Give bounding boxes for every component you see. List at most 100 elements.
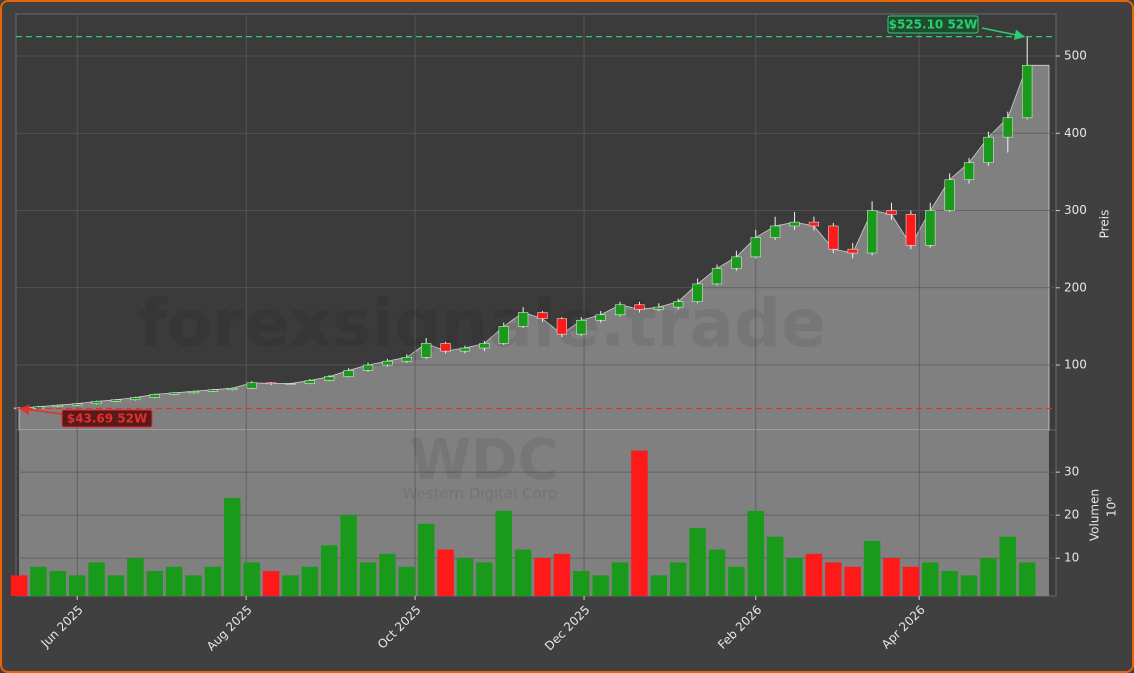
volume-bar (922, 562, 939, 596)
volume-bar (534, 558, 551, 596)
candle-body (789, 221, 800, 227)
volume-bar (49, 571, 67, 596)
volume-bar (553, 553, 571, 596)
volume-bar (611, 562, 629, 596)
candle-body (421, 343, 432, 358)
volume-bar (573, 571, 590, 596)
volume-bar (1018, 562, 1036, 596)
candle-body (595, 314, 606, 321)
volume-bar (68, 575, 86, 596)
volume-bar (340, 515, 357, 596)
candle-body (304, 380, 315, 384)
candle-body (634, 304, 645, 310)
candle-body (285, 383, 296, 385)
candle-body (731, 256, 742, 269)
candle-body (886, 210, 897, 215)
volume-bar (631, 450, 648, 596)
volume-bar (863, 540, 881, 596)
y-tick-label: 300 (1064, 203, 1087, 217)
candle-body (537, 312, 548, 319)
annotation-box (887, 15, 979, 34)
volume-bar (825, 562, 842, 596)
y-offset-label: 10⁶ (1105, 497, 1119, 517)
candle-body (91, 401, 102, 404)
candle-body (556, 318, 567, 335)
annotation: $43.69 52W (19, 404, 153, 428)
volume-bar (204, 566, 222, 596)
candle-body (324, 376, 335, 381)
candle-body (479, 343, 490, 349)
candle-body (110, 399, 122, 402)
watermark-symbol: WDC (409, 428, 558, 493)
candle-body (52, 404, 63, 407)
candle-body (983, 136, 994, 163)
candle-body (576, 319, 587, 335)
candle-body (847, 248, 858, 254)
volume-bar (514, 549, 532, 596)
volume-bar (747, 510, 765, 596)
candle-body (692, 283, 703, 302)
annotation-arrow (981, 27, 1026, 40)
volume-bar (282, 575, 299, 596)
candle-body (130, 397, 141, 401)
y-tick-label: 10 (1064, 551, 1079, 565)
candle-body (440, 343, 451, 352)
volume-bar (321, 545, 338, 596)
candle-body (808, 221, 820, 227)
candle-body (72, 403, 83, 406)
volume-bar (689, 528, 706, 596)
y-tick-label: 20 (1064, 508, 1079, 522)
annotation: $525.10 52W (887, 15, 1026, 40)
volume-bar (379, 553, 396, 596)
annotation-label: $525.10 52W (889, 18, 978, 32)
volume-bar (728, 566, 745, 596)
x-tick-label: Jun 2025 (38, 603, 86, 651)
volume-bar (883, 558, 900, 596)
volume-bar (999, 536, 1017, 596)
candle-body (227, 387, 238, 391)
watermark: forexsignale.trade (138, 285, 826, 362)
candle-body (169, 392, 180, 395)
candle-body (149, 394, 160, 398)
candle-body (866, 210, 878, 254)
volume-bar (165, 566, 183, 596)
volume-bar (88, 562, 105, 596)
annotation-arrow (19, 404, 63, 415)
volume-bar (669, 562, 687, 596)
candle-body (265, 382, 277, 385)
volume-bar (243, 562, 260, 596)
volume-bar (398, 566, 416, 596)
volume-bar (359, 562, 377, 596)
volume-bar (107, 575, 125, 596)
volume-bar (146, 571, 163, 596)
candle-body (653, 306, 664, 310)
volume-bar (10, 575, 28, 596)
candle-body (828, 225, 839, 250)
volume-bar (980, 558, 997, 596)
volume-bar (650, 575, 668, 596)
volume-bar (185, 575, 202, 596)
volume-bar (30, 566, 47, 596)
volume-bar (844, 566, 861, 596)
volume-bar (495, 510, 512, 596)
candle-body (207, 389, 219, 392)
candle-body (711, 268, 723, 285)
volume-bar (262, 571, 280, 596)
x-tick-label: Feb 2026 (715, 603, 764, 652)
candle-body (1022, 65, 1033, 119)
y-tick-label: 500 (1064, 49, 1087, 63)
y-tick-label: 400 (1064, 126, 1087, 140)
x-tick-label: Dec 2025 (542, 603, 593, 654)
annotation-label: $43.69 52W (67, 412, 147, 426)
candle-body (382, 360, 393, 366)
y-tick-label: 200 (1064, 280, 1087, 294)
volume-bar (417, 523, 435, 596)
candle-body (614, 304, 626, 316)
volume-bar (766, 536, 784, 596)
candle-body (750, 237, 761, 258)
volume-bar (224, 497, 241, 596)
y-tick-label: 100 (1064, 358, 1087, 372)
volume-bar (941, 571, 958, 596)
